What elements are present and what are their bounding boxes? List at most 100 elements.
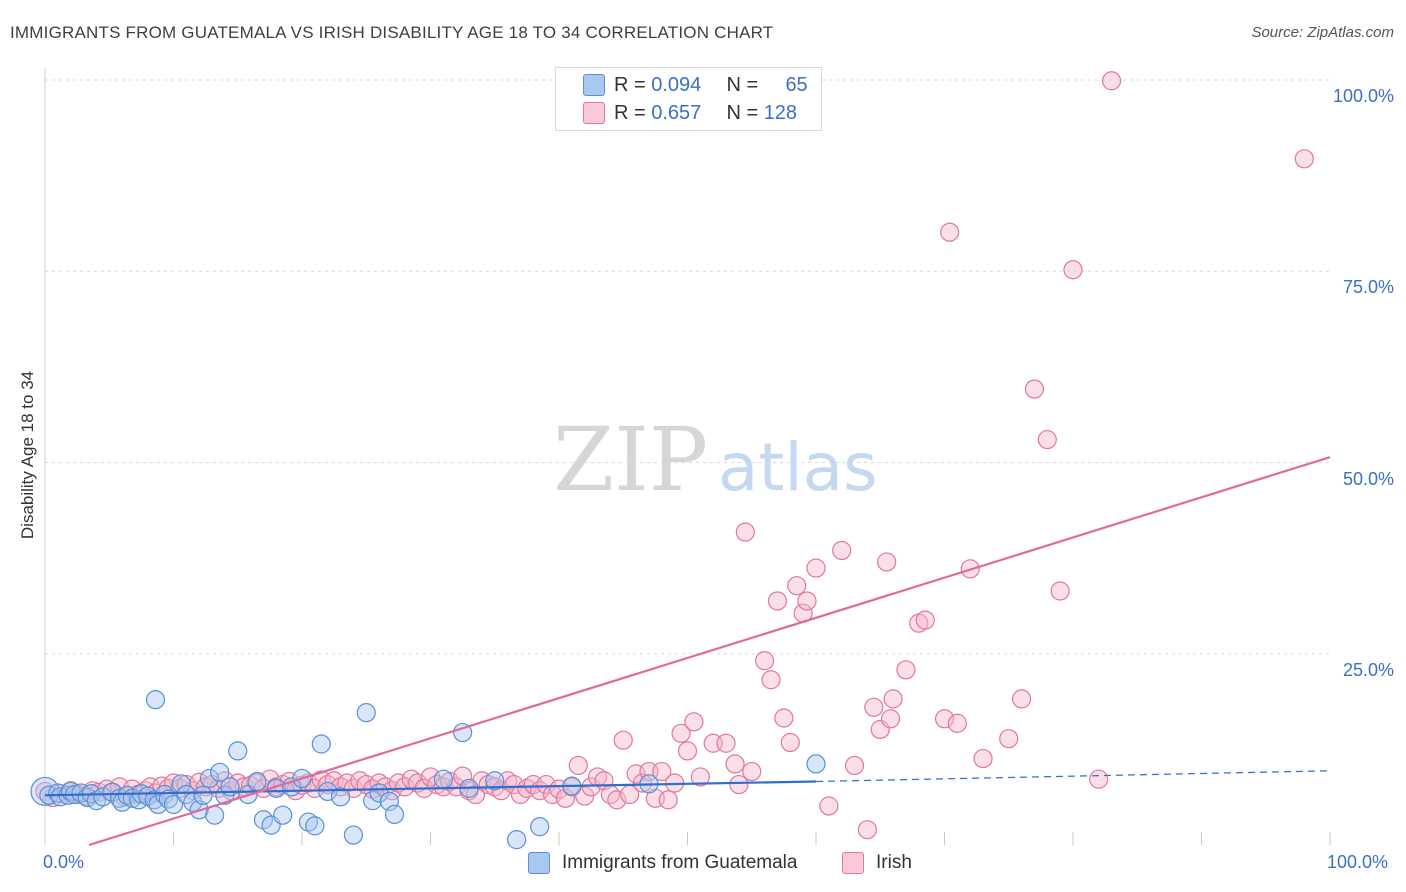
guatemala-point (93, 787, 113, 807)
irish-point (742, 761, 762, 782)
irish-point (1101, 71, 1122, 91)
blue-swatch-icon (528, 852, 550, 874)
irish-point (774, 708, 794, 728)
irish-point (632, 773, 653, 793)
guatemala-trend-line (44, 780, 817, 797)
irish-point (934, 709, 955, 729)
series-legend: Immigrants from Guatemala Irish (0, 850, 1406, 880)
guatemala-point (102, 782, 122, 802)
y-tick-label: 50.0% (1342, 468, 1394, 489)
guatemala-point (145, 690, 166, 710)
guatemala-point (50, 787, 71, 807)
guatemala-point (311, 734, 331, 754)
irish-point (555, 788, 576, 808)
guatemala-point (453, 722, 473, 743)
x-tick-min: 0.0% (43, 852, 85, 872)
zipatlas-watermark: ZIP atlas (553, 408, 878, 511)
irish-point (880, 709, 901, 729)
irish-point (677, 741, 698, 761)
pink-swatch-icon (842, 852, 864, 874)
irish-point (395, 777, 415, 797)
irish-point (915, 610, 935, 630)
legend-item-guatemala: Immigrants from Guatemala (528, 852, 797, 874)
blue-swatch-icon (583, 74, 605, 96)
r-label: R = (614, 73, 652, 96)
guatemala-trend-extension (815, 770, 1331, 783)
guatemala-point (247, 771, 267, 792)
legend-label-irish: Irish (876, 852, 912, 873)
correlation-legend: R = 0.094 N = 65 R = 0.657 N = 128 (555, 67, 822, 131)
guatemala-point (363, 791, 383, 811)
guatemala-point (530, 817, 550, 837)
irish-point (896, 660, 916, 680)
irish-point (797, 591, 817, 611)
irish-point (1294, 149, 1314, 169)
r-label: R = (614, 101, 652, 124)
guatemala-point (163, 794, 184, 815)
legend-row-guatemala: R = 0.094 N = 65 (556, 72, 821, 98)
legend-row-irish: R = 0.657 N = 128 (556, 100, 821, 126)
irish-point (883, 689, 903, 709)
irish-point (690, 767, 710, 787)
irish-point (787, 576, 807, 596)
irish-trend-line (88, 456, 1331, 847)
guatemala-point (356, 703, 376, 723)
irish-point (806, 558, 826, 578)
watermark-atlas: atlas (718, 429, 878, 506)
y-tick-label: 25.0% (1342, 659, 1394, 680)
guatemala-point (210, 762, 230, 782)
irish-point (536, 774, 556, 795)
y-tick-label: 75.0% (1342, 277, 1394, 298)
irish-point (999, 729, 1019, 749)
irish-point (864, 697, 884, 717)
axes (44, 68, 1331, 845)
irish-point (725, 754, 745, 774)
guatemala-point (273, 805, 293, 825)
guatemala-point (148, 794, 168, 815)
irish-point (819, 796, 839, 816)
irish-point (1063, 260, 1083, 280)
r-value-guatemala: 0.094 (651, 73, 702, 96)
n-value-guatemala: 65 (785, 73, 808, 96)
irish-point (504, 774, 524, 795)
guatemala-point (117, 785, 137, 805)
guatemala-point (806, 754, 826, 774)
guatemala-point (433, 769, 453, 789)
guatemala-point (305, 816, 325, 836)
y-tick-label: 100.0% (1332, 86, 1394, 106)
r-value-irish: 0.657 (651, 101, 702, 124)
irish-point (729, 774, 749, 795)
watermark-zip: ZIP (553, 408, 708, 511)
irish-point (671, 723, 691, 743)
legend-item-irish: Irish (842, 852, 912, 874)
guatemala-point (199, 768, 220, 789)
irish-point (761, 670, 781, 690)
n-value-irish: 128 (763, 101, 798, 124)
irish-point (877, 552, 897, 572)
guatemala-point (158, 789, 178, 809)
guatemala-point (176, 784, 196, 805)
irish-point (857, 820, 878, 840)
chart-source: Source: ZipAtlas.com (1251, 24, 1394, 41)
irish-point (832, 540, 852, 561)
guatemala-point (330, 787, 351, 807)
irish-point (947, 713, 967, 733)
irish-point (844, 755, 865, 776)
irish-point (607, 790, 627, 810)
irish-point (1011, 689, 1032, 709)
trend-lines (44, 456, 1331, 847)
guatemala-point (343, 825, 363, 845)
legend-label-guatemala: Immigrants from Guatemala (562, 852, 798, 873)
irish-point (1024, 379, 1045, 399)
guatemala-point (228, 741, 248, 761)
y-axis-label: Disability Age 18 to 34 (18, 370, 37, 540)
n-label: N = (726, 73, 764, 96)
n-label: N = (726, 101, 764, 124)
irish-point (1050, 581, 1070, 601)
irish-point (973, 748, 993, 769)
irish-point (652, 761, 672, 782)
chart-title: IMMIGRANTS FROM GUATEMALA VS IRISH DISAB… (10, 23, 774, 42)
irish-point (1089, 769, 1109, 789)
irish-point (684, 712, 704, 732)
